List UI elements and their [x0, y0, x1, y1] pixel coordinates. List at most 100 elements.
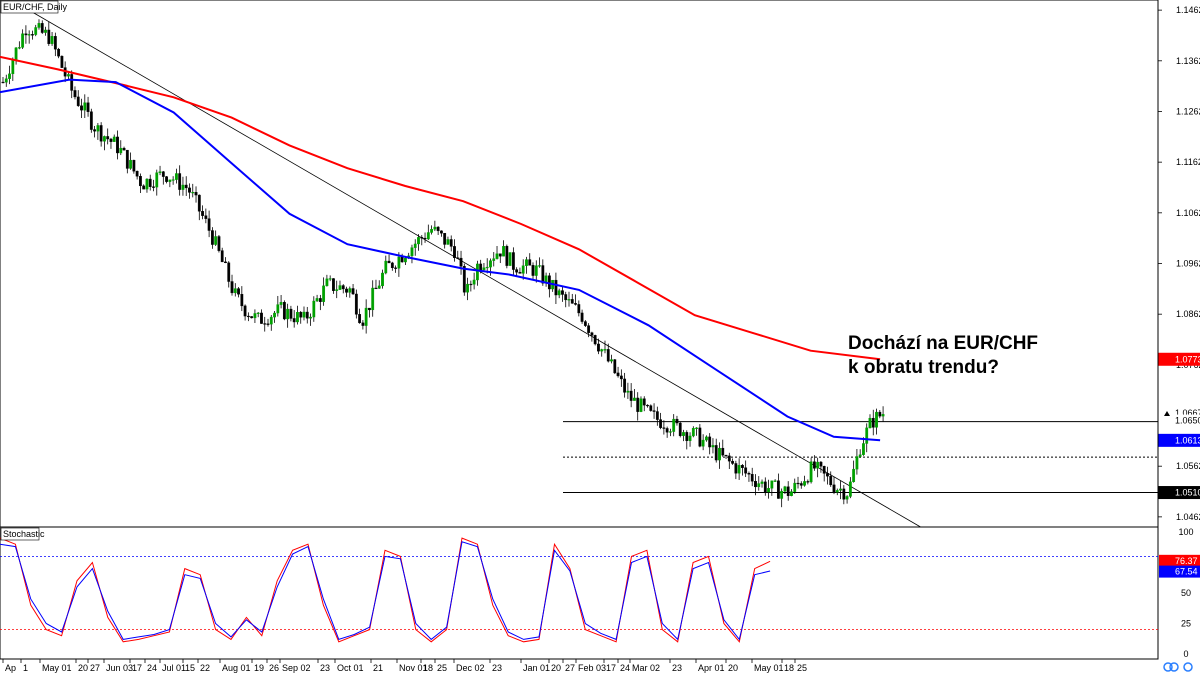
candle-body [122, 147, 126, 151]
candle-body [112, 136, 116, 142]
date-tick-label: 23 [320, 663, 330, 673]
candle-body [263, 323, 267, 325]
candle-body [721, 447, 725, 456]
candle-body [109, 138, 113, 142]
candle-body [878, 411, 882, 417]
stochastic-tick-label: 25 [1181, 619, 1191, 629]
candle-body [678, 422, 682, 436]
candle-body [479, 263, 483, 271]
candle-body [70, 74, 74, 91]
candle-body [875, 411, 878, 428]
candle-body [139, 176, 142, 187]
candle-body [404, 257, 407, 263]
candle-body [492, 258, 496, 261]
candle-body [525, 259, 528, 266]
date-tick-label: 20 [728, 663, 738, 673]
candle-body [312, 300, 316, 318]
price-tick-label: 1.0962 [1176, 259, 1200, 269]
candle-body [747, 473, 751, 475]
price-panel [0, 9, 1158, 528]
candle-body [440, 230, 443, 234]
candle-body [619, 375, 623, 380]
candle-body [554, 279, 558, 296]
candle-body [214, 236, 218, 245]
candle-body [387, 260, 391, 264]
price-tag-label: 1.0773 [1175, 354, 1200, 364]
candle-body [67, 74, 70, 77]
candle-body [273, 312, 276, 318]
candle-body [688, 435, 692, 441]
candle-body [53, 36, 57, 50]
price-tag-box [1158, 433, 1200, 447]
date-tick-label: May 01 [754, 663, 784, 673]
candle-body [80, 105, 83, 111]
price-tag-label: 1.0650 [1175, 416, 1200, 426]
price-tick-label: 1.0462 [1176, 512, 1200, 522]
candle-body [181, 184, 185, 190]
candle-body [714, 445, 718, 461]
candle-body [701, 439, 705, 447]
candle-body [829, 475, 833, 486]
candle-body [318, 298, 322, 302]
candle-body [328, 278, 332, 280]
candle-body [443, 232, 447, 245]
candle-body [302, 311, 306, 318]
candle-body [816, 461, 820, 469]
candle-body [276, 304, 280, 314]
ma200-line [0, 55, 881, 361]
candle-body [240, 294, 244, 307]
candle-body [786, 486, 790, 496]
date-tick-label: 17 [132, 663, 142, 673]
candle-body [675, 418, 679, 424]
price-tick-label: 1.1462 [1176, 5, 1200, 15]
candle-body [475, 263, 479, 281]
price-tick-label: 1.1162 [1176, 157, 1200, 167]
candle-body [417, 237, 420, 245]
price-tick-label: 1.0862 [1176, 309, 1200, 319]
candle-body [374, 287, 378, 290]
settings-icon[interactable] [1183, 662, 1193, 672]
candle-body [790, 491, 793, 496]
candle-body [695, 427, 698, 429]
candle-body [430, 229, 433, 233]
candle-body [165, 176, 168, 182]
candle-body [423, 237, 427, 240]
candle-body [436, 226, 440, 232]
candle-body [413, 243, 417, 248]
candle-body [292, 318, 296, 323]
candle-body [826, 473, 829, 477]
candle-body [456, 257, 460, 259]
candle-body [848, 481, 852, 497]
candle-body [230, 281, 234, 294]
date-tick-label: Feb 03 [578, 663, 606, 673]
candle-body [155, 172, 159, 188]
candle-body [315, 298, 319, 302]
candle-body [698, 427, 702, 447]
candle-body [394, 267, 398, 269]
candle-body [322, 285, 326, 302]
stochastic-tag-label: 67.54 [1175, 567, 1198, 577]
candle-body [34, 27, 38, 35]
candle-body [587, 325, 591, 333]
price-tick-label: 1.1262 [1176, 106, 1200, 116]
candle-body [332, 278, 335, 291]
candle-body [613, 359, 617, 374]
annotation-line-1: Dochází na EUR/CHF [848, 333, 1038, 354]
candle-body [21, 33, 25, 48]
date-tick-label: May 01 [42, 663, 72, 673]
candle-body [705, 436, 708, 441]
candle-body [73, 90, 77, 98]
candle-body [502, 246, 505, 257]
candle-body [610, 359, 613, 362]
candle-body [783, 486, 787, 492]
stochastic-tag-box [1159, 565, 1200, 578]
ma100-line [0, 78, 881, 442]
candle-body [57, 48, 61, 57]
price-tag-label: 1.0510 [1175, 488, 1200, 498]
date-tick-label: 24 [620, 663, 630, 673]
candle-body [348, 288, 352, 293]
candle-body [50, 36, 54, 44]
candle-body [574, 303, 577, 305]
candle-body [534, 265, 538, 276]
sync-icon[interactable] [1163, 662, 1179, 672]
